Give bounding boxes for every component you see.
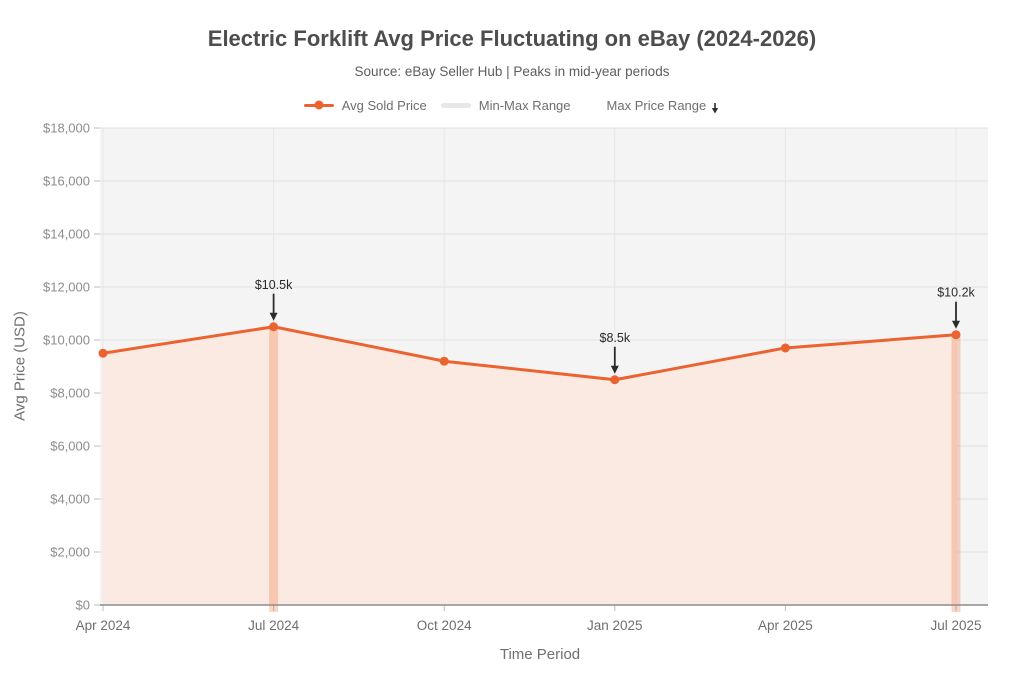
page-title: Electric Forklift Avg Price Fluctuating … [207,26,817,51]
data-point[interactable] [98,348,108,358]
annotation-label: $10.5k [255,278,293,292]
legend-item-min-max-range[interactable]: Min-Max Range [440,97,571,113]
x-tick-label: Apr 2025 [758,618,813,633]
data-point[interactable] [269,322,279,332]
max-price-band [269,326,279,612]
annotation-label: $8.5k [600,331,631,345]
x-tick-label: Apr 2024 [76,618,131,633]
x-tick-label: Jul 2024 [248,618,300,633]
annotation-label: $10.2k [937,286,975,300]
area-fill [103,326,956,605]
y-tick-label: $4,000 [50,492,90,507]
x-axis-title: Time Period [499,646,581,663]
data-point[interactable] [439,356,449,366]
legend-label-min-max-range: Min-Max Range [478,97,571,113]
y-tick-label: $12,000 [43,280,90,295]
line-dot-swatch-icon [303,100,334,110]
legend-label-max-price-range: Max Price Range [606,97,707,113]
annotation-arrowhead [610,365,619,374]
x-tick-label: Jan 2025 [587,618,643,633]
y-tick-label: $16,000 [43,174,90,189]
x-tick-label: Jul 2025 [930,618,981,633]
avg-price-line [101,325,958,382]
data-point[interactable] [610,375,620,385]
arrow-marker-icon [710,102,720,113]
y-tick-label: $14,000 [43,227,90,242]
annotation-arrowhead [952,320,960,329]
data-point[interactable] [951,330,961,340]
y-tick-label: $0 [76,598,90,613]
legend-item-avg-sold-price[interactable]: Avg Sold Price [303,97,427,113]
y-tick-label: $6,000 [50,439,90,454]
legend-item-max-price-range[interactable]: Max Price Range [607,98,721,113]
band-swatch-icon [440,102,471,108]
legend: Avg Sold Price Min-Max Range Max Price R… [0,96,1024,114]
annotation-arrowhead [269,312,278,321]
data-point[interactable] [780,343,790,353]
max-price-band [951,334,961,612]
x-tick-label: Oct 2024 [417,618,472,633]
y-tick-label: $8,000 [50,386,90,401]
y-tick-label: $10,000 [43,333,90,348]
legend-label-avg-sold-price: Avg Sold Price [341,97,427,113]
page-subtitle: Source: eBay Seller Hub | Peaks in mid-y… [354,64,670,79]
y-tick-label: $2,000 [50,545,90,560]
y-tick-label: $18,000 [43,121,90,136]
